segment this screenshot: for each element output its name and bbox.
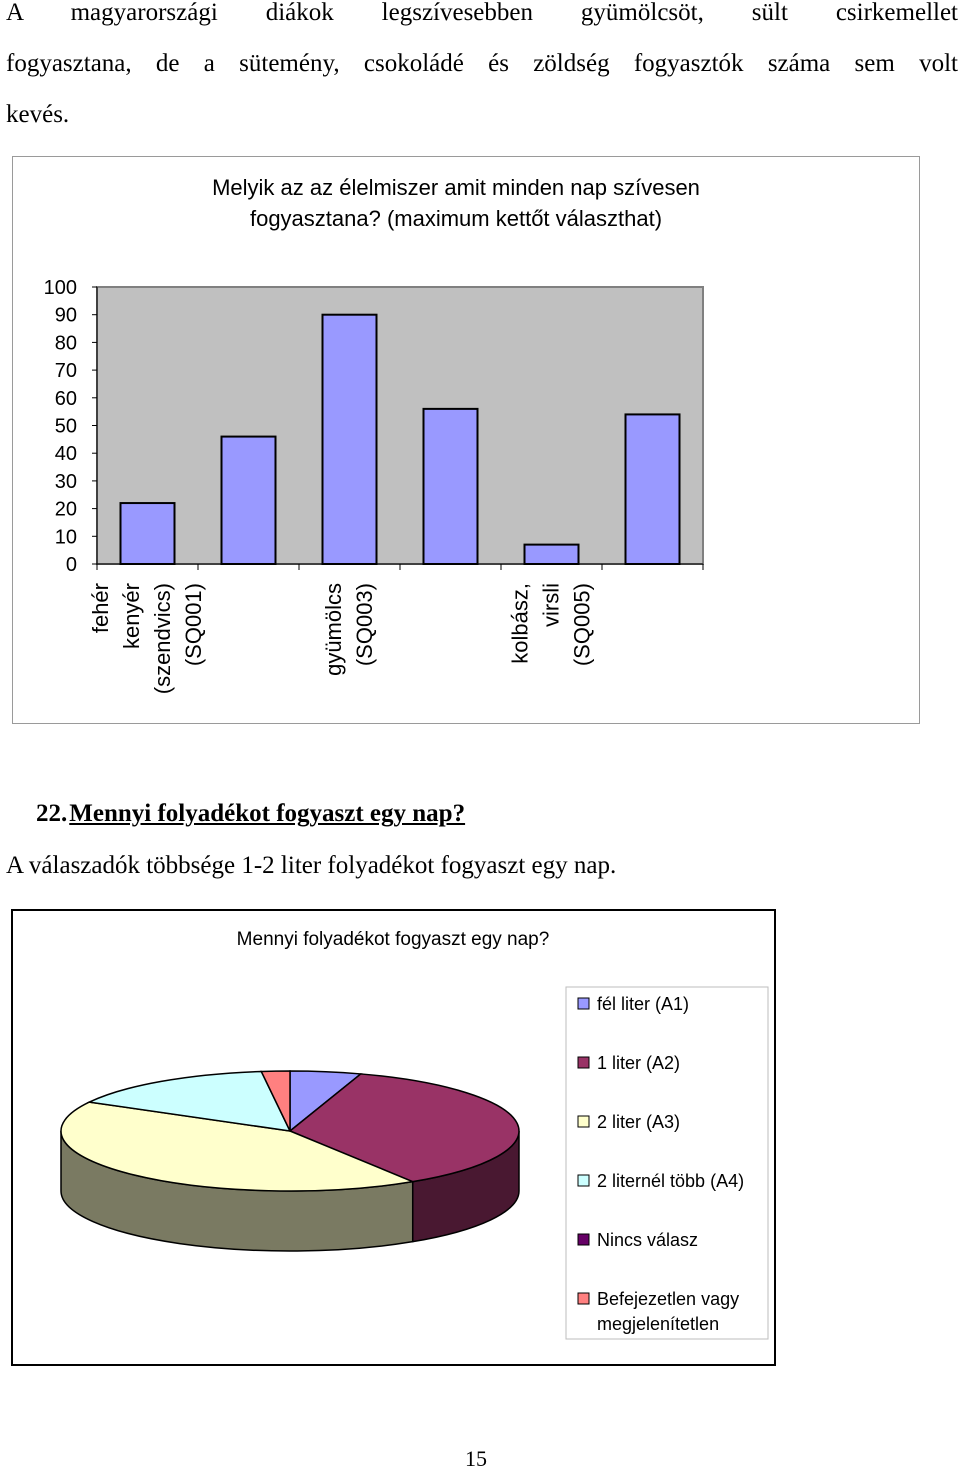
y-tick-label: 80 [55,332,77,354]
section-heading: 22.Mennyi folyadékot fogyaszt egy nap? [36,800,465,828]
legend-swatch [577,1174,590,1187]
legend-label: 1 liter (A2) [597,1053,680,1073]
bar [220,435,277,565]
bar-chart-title-line-1: Melyik az az élelmiszer amit minden nap … [212,175,700,200]
legend-label: Befejezetlen vagy [597,1289,739,1309]
legend-swatch [577,1115,590,1128]
legend-label: 2 liter (A3) [597,1112,680,1132]
bar-plot-area [96,286,704,565]
pie-chart-svg: Mennyi folyadékot fogyaszt egy nap? fél … [60,929,769,1340]
x-tick-label: fehér [88,583,113,633]
pie-legend-box [565,986,769,1340]
y-tick-label: 100 [44,277,77,299]
y-tick-label: 20 [55,499,77,521]
intro-line-2: fogyasztana, de a sütemény, csokoládé és… [6,50,958,77]
y-tick-label: 60 [55,388,77,410]
pie-legend: fél liter (A1) 1 liter (A2) 2 liter (A3) 2 … [577,994,744,1334]
x-tick-label: kolbász, [508,583,533,664]
bar [422,407,479,565]
section-question: Mennyi folyadékot fogyaszt egy nap? [69,800,466,827]
x-tick-label: gyümölcs [321,583,346,676]
section-number: 22. [36,800,68,827]
legend-label: Nincs válasz [597,1230,698,1250]
bar-series [96,313,704,570]
x-tick-label: (szendvics) [150,583,175,694]
y-tick-label: 70 [55,360,77,382]
intro-line-3: kevés. [6,101,70,128]
x-tick-label: virsli [539,583,564,627]
legend-swatch [577,997,590,1010]
legend-label: 2 liternél több (A4) [597,1171,744,1191]
pie-chart: Mennyi folyadékot fogyaszt egy nap? fél … [11,909,776,1366]
y-tick-label: 0 [66,554,77,576]
pie-slice [86,1070,292,1132]
y-tick-label: 30 [55,471,77,493]
legend-label: megjelenítetlen [597,1314,719,1334]
pie-slice [260,1070,291,1132]
legend-swatch [577,1233,590,1246]
page-number: 15 [465,1446,487,1471]
x-tick-label: (SQ003) [352,583,377,666]
x-tick-label: kenyér [119,583,144,649]
pie-chart-title: Mennyi folyadékot fogyaszt egy nap? [237,929,550,950]
bar-chart-title-line-2: fogyasztana? (maximum kettőt választhat) [250,206,662,231]
y-tick-label: 90 [55,305,77,327]
legend-swatch [577,1056,590,1069]
bar [624,413,681,566]
bar [523,543,580,565]
bar [321,313,378,565]
bar-chart: Melyik az az élelmiszer amit minden nap … [12,156,920,724]
y-tick-label: 40 [55,443,77,465]
section-summary: A válaszadók többsége 1-2 liter folyadék… [6,852,617,879]
pie-slice [288,1073,520,1183]
bar-chart-svg: Melyik az az élelmiszer amit minden nap … [44,175,704,694]
pie-slices [60,1070,520,1192]
x-tick-label: (SQ001) [181,583,206,666]
x-tick-label: (SQ005) [570,583,595,666]
intro-line-1: A magyarországi diákok legszívesebben gy… [6,0,958,26]
pie-slice [60,1101,416,1192]
legend-label: fél liter (A1) [597,994,689,1014]
bar [119,502,176,565]
legend-swatch [577,1292,590,1305]
bar-x-labels: fehér kenyér (szendvics) (SQ001) gyümölcs (SQ… [88,583,595,694]
y-tick-label: 10 [55,526,77,548]
y-tick-label: 50 [55,416,77,438]
